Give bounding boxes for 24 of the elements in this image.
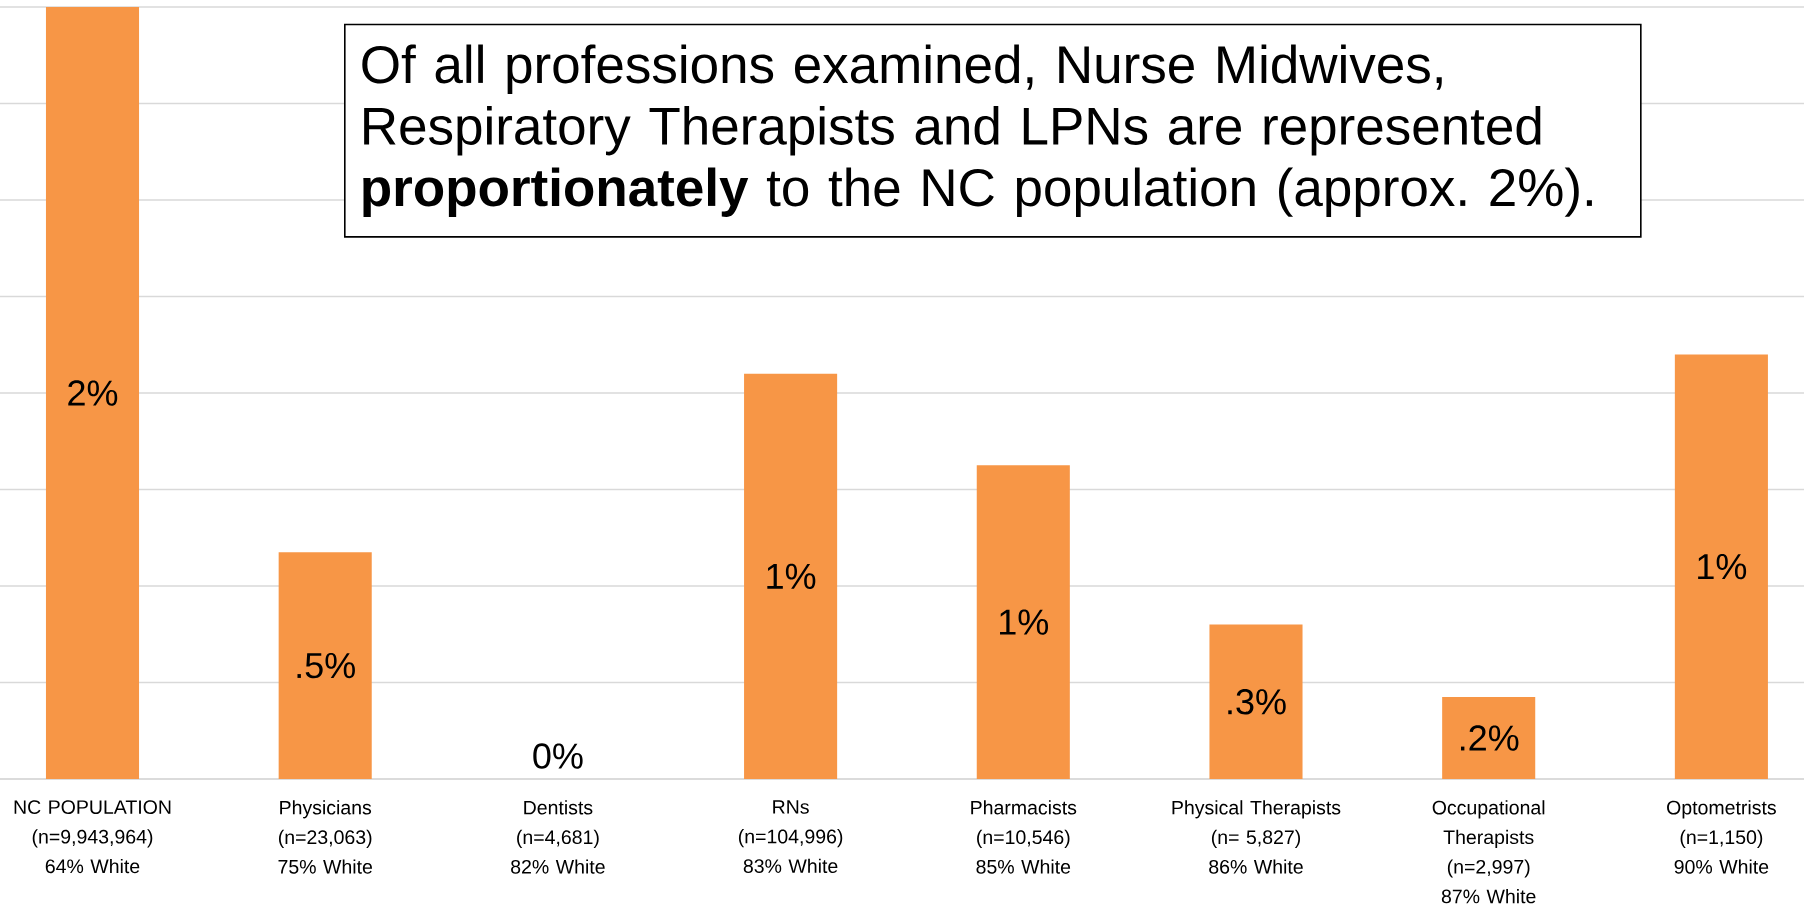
x-tick-label: Optometrists (n=1,150) 90% White bbox=[1667, 800, 1776, 874]
x-tick-label: Physical Therapists (n= 5,827) 86% White bbox=[1172, 800, 1341, 874]
data-label: .2% bbox=[1460, 725, 1519, 751]
data-label: 2% bbox=[68, 380, 118, 406]
x-tick-label: RNs (n=104,996) 83% White bbox=[738, 800, 843, 873]
x-tick-label: Physicians (n=23,063) 75% White bbox=[278, 800, 372, 874]
data-label: 1% bbox=[1000, 609, 1049, 635]
x-tick-label: Occupational Therapists (n=2,997) 87% White bbox=[1432, 800, 1545, 904]
bar bbox=[976, 465, 1070, 779]
bar bbox=[1674, 354, 1768, 779]
x-tick-label: Dentists (n=4,681) 82% White bbox=[511, 800, 605, 874]
annotation: Of all professions examined, Nurse Midwives, Respiratory Therapists and LPNs are represented proportionately to the NC population (approx. 2%). bbox=[362, 44, 1592, 217]
bar bbox=[744, 373, 838, 779]
data-label: .3% bbox=[1228, 689, 1286, 715]
data-label: .5% bbox=[297, 652, 355, 679]
x-tick-label: Pharmacists (n=10,546) 85% White bbox=[971, 800, 1077, 874]
data-label: 1% bbox=[767, 563, 816, 589]
data-label: 0% bbox=[533, 743, 583, 769]
data-label: 1% bbox=[1698, 554, 1747, 580]
bar bbox=[45, 6, 140, 779]
x-tick-label: NC POPULATION (n=9,943,964) 64% White bbox=[14, 800, 171, 874]
bar bbox=[1442, 696, 1536, 779]
bar bbox=[1209, 624, 1303, 779]
bar bbox=[278, 552, 372, 779]
